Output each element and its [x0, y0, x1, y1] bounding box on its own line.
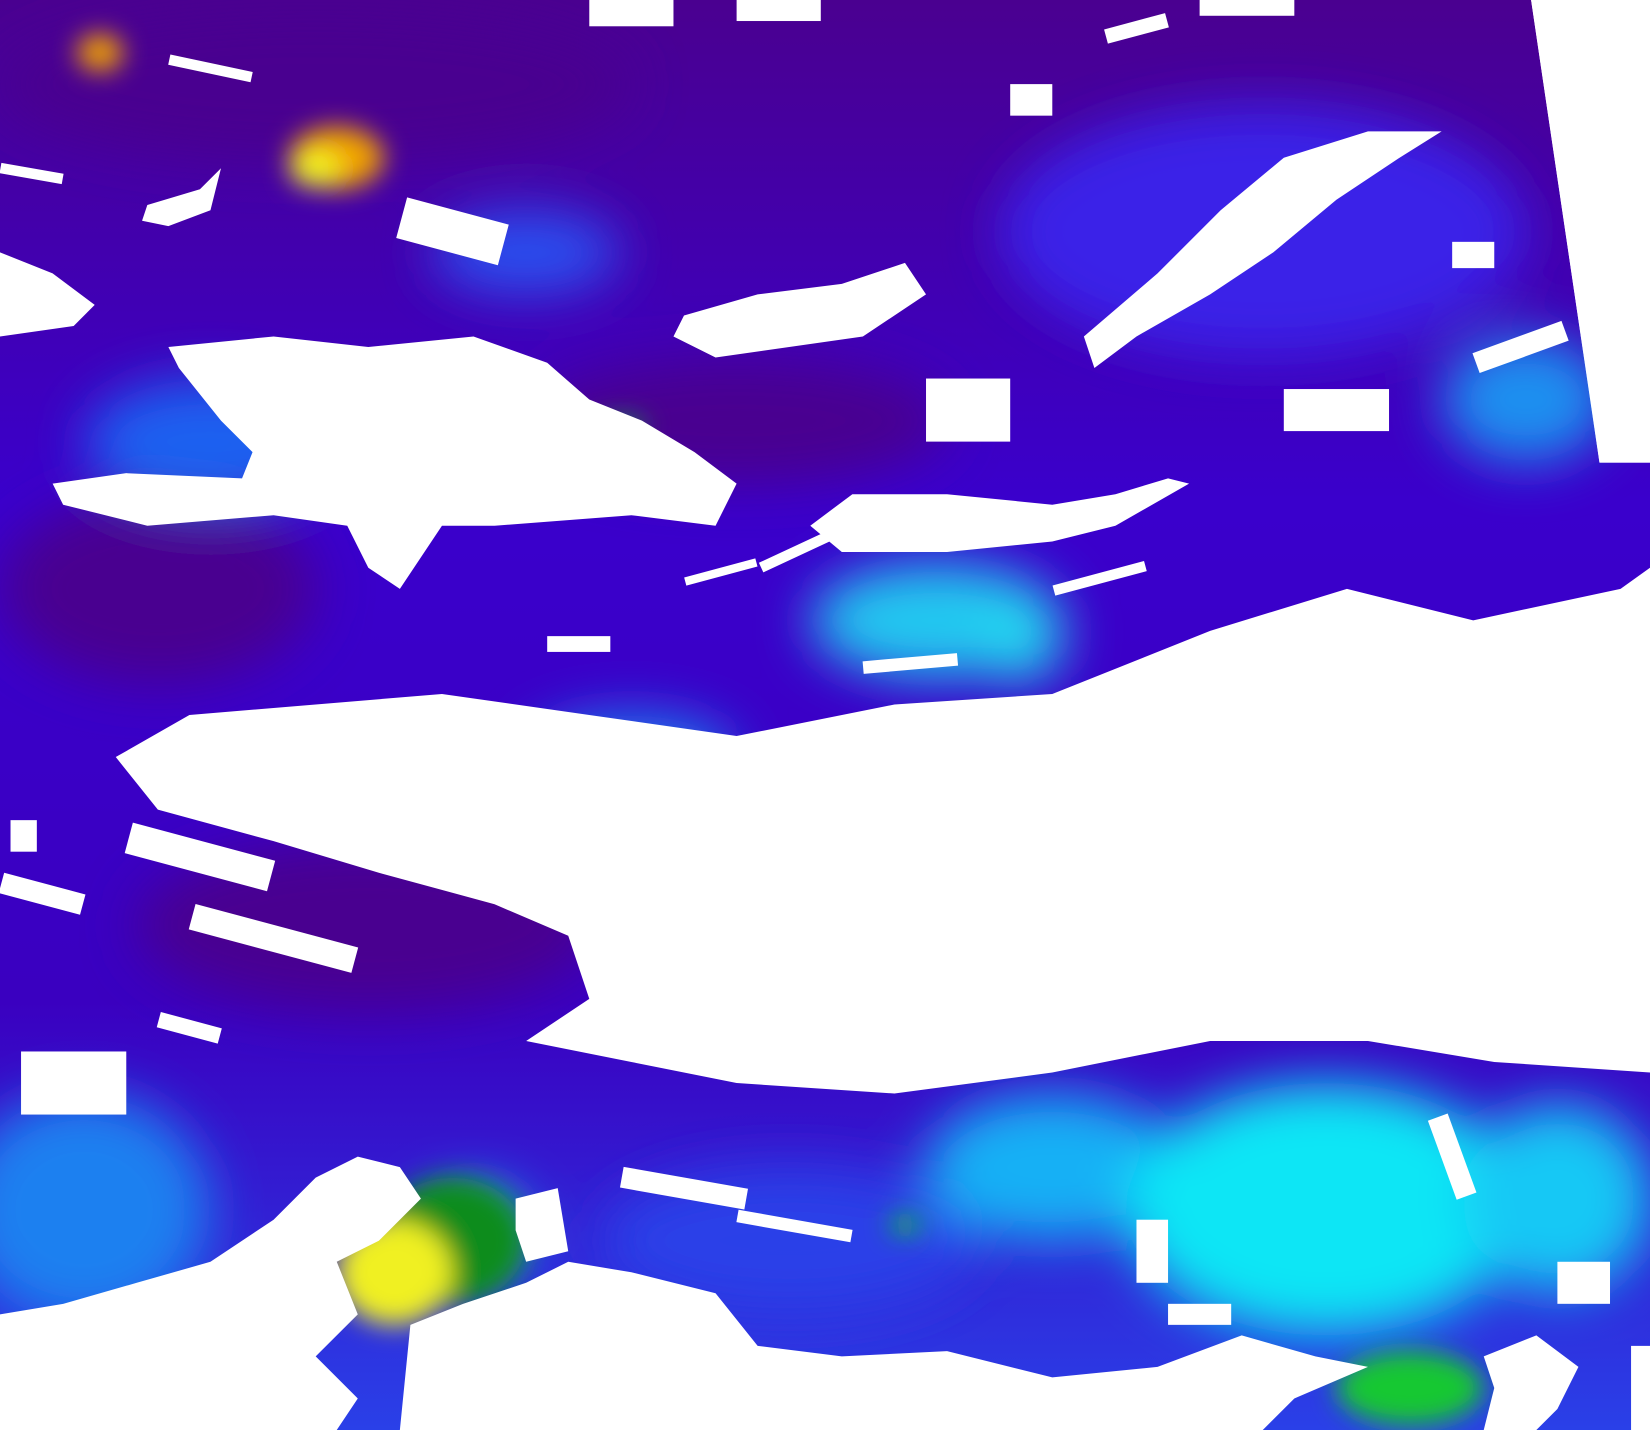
- cloud-fleck: [1472, 320, 1569, 374]
- cloud-fleck: [1010, 84, 1053, 116]
- cloud-fleck: [1052, 560, 1147, 596]
- blue-patch: [0, 1093, 211, 1325]
- cloud-fleck: [124, 822, 276, 892]
- cloud-band-main: [115, 567, 1650, 1094]
- cloud-fleck: [188, 903, 359, 973]
- cloud-streak-ne: [1083, 131, 1442, 369]
- cloud-island-1: [52, 336, 737, 589]
- cloud-fleck: [862, 653, 959, 674]
- green-blob: [889, 1216, 921, 1234]
- cloud-west: [0, 252, 95, 337]
- cloud-fleck: [758, 531, 831, 573]
- cloud-fleck: [736, 1209, 853, 1243]
- cloud-fleck: [1168, 1303, 1232, 1325]
- cloud-fleck: [1557, 1261, 1611, 1304]
- cloud-fleck: [684, 558, 758, 586]
- cloud-island-2: [810, 478, 1190, 553]
- cloud-fleck: [156, 1012, 222, 1044]
- cloud-fleck: [1283, 389, 1390, 432]
- land-south-west: [0, 1156, 421, 1430]
- cloud-fleck: [1631, 1345, 1650, 1430]
- cloud-fleck: [1452, 241, 1495, 269]
- cyan-patch: [1125, 1083, 1526, 1336]
- cloud-bay: [515, 1188, 569, 1262]
- cloud-fleck: [926, 378, 1011, 442]
- cloud-fleck: [547, 636, 611, 652]
- cyan-patch: [926, 1093, 1179, 1241]
- cloud-nw-small: [142, 168, 221, 227]
- cloud-fleck: [736, 0, 821, 22]
- cyan-patch: [978, 599, 1063, 684]
- cloud-fleck: [1427, 1113, 1477, 1200]
- orange-blob: [76, 33, 124, 72]
- green-blob: [1336, 1351, 1484, 1425]
- yellow-blob: [289, 149, 342, 188]
- cloud-fleck: [589, 0, 674, 27]
- cloud-fleck: [1199, 0, 1295, 16]
- cloud-fleck: [168, 54, 253, 83]
- cloud-center: [673, 262, 927, 358]
- purple-patch: [0, 494, 316, 684]
- cloud-fleck: [10, 820, 37, 852]
- cloud-fleck: [1104, 13, 1169, 44]
- cloud-fleck: [1136, 1219, 1169, 1283]
- blue-patch: [599, 1167, 979, 1315]
- cyan-patch: [1462, 1104, 1650, 1294]
- cloud-fleck: [21, 1051, 127, 1115]
- cloud-fleck: [396, 197, 509, 266]
- cloud-fleck: [0, 872, 86, 915]
- no-data-right-edge: [1531, 0, 1650, 463]
- land-south-center: [399, 1261, 1368, 1430]
- purple-patch: [0, 10, 632, 158]
- land-south-east: [1483, 1335, 1579, 1430]
- cloud-fleck: [619, 1166, 748, 1210]
- cloud-fleck: [0, 162, 64, 185]
